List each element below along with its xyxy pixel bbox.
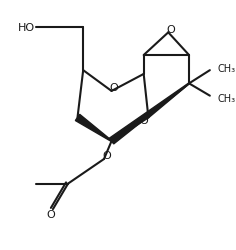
Text: O: O xyxy=(167,26,176,35)
Text: CH₃: CH₃ xyxy=(217,93,236,103)
Text: O: O xyxy=(139,116,148,126)
Text: O: O xyxy=(102,150,111,160)
Text: CH₃: CH₃ xyxy=(217,64,236,74)
Polygon shape xyxy=(110,84,189,144)
Polygon shape xyxy=(75,115,112,142)
Text: O: O xyxy=(109,83,118,93)
Text: O: O xyxy=(47,209,55,219)
Text: HO: HO xyxy=(18,22,35,32)
